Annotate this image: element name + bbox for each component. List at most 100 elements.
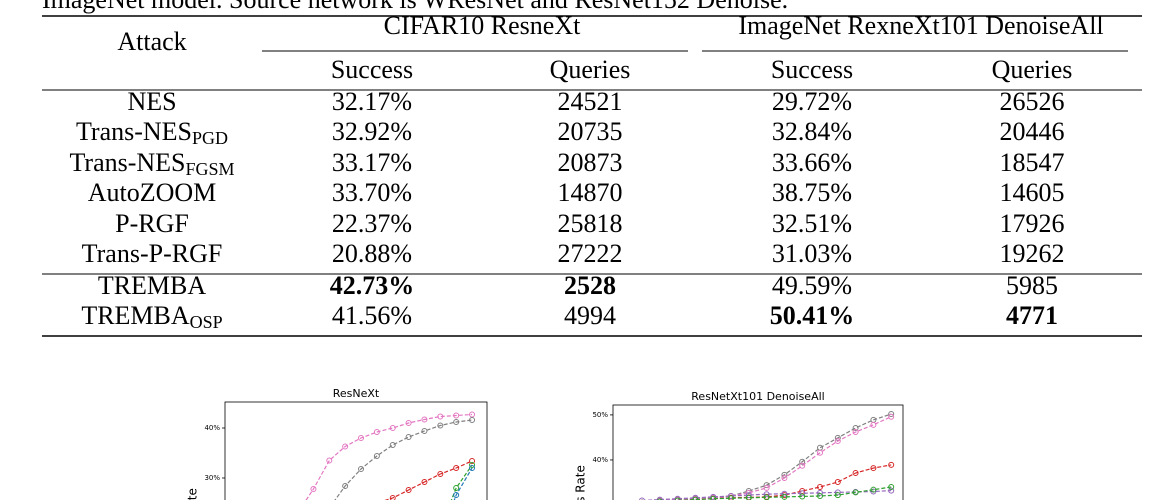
table-cell: 14605 xyxy=(1000,178,1065,207)
table-cell: 41.56% xyxy=(332,301,412,330)
series-marker xyxy=(870,486,877,493)
table-cell: 25818 xyxy=(558,209,623,238)
table-cell: 20.88% xyxy=(332,239,412,268)
attack-text: TREMBA xyxy=(98,271,207,300)
series-marker xyxy=(657,498,663,500)
table-cell: 14870 xyxy=(558,178,623,207)
series-marker xyxy=(710,493,717,500)
table-cell: 20873 xyxy=(558,148,623,177)
attack-subscript: PGD xyxy=(192,128,228,148)
series-marker xyxy=(389,442,396,448)
series-marker xyxy=(437,471,444,477)
series-marker xyxy=(373,453,380,459)
attack-text: Trans-NES xyxy=(76,117,192,146)
header-cell: Queries xyxy=(550,55,631,84)
series-marker xyxy=(310,486,317,492)
series-marker xyxy=(639,497,645,500)
series-line xyxy=(675,486,892,500)
series-marker xyxy=(421,428,428,434)
series-marker xyxy=(852,429,859,436)
attack-name: TREMBA xyxy=(98,271,207,300)
series-marker xyxy=(870,465,877,472)
series-line xyxy=(641,489,892,500)
series-marker xyxy=(888,413,895,420)
y-tick-label: 30% xyxy=(204,474,220,482)
series-marker xyxy=(745,492,752,499)
y-tick-label: 40% xyxy=(204,424,220,432)
attack-name: P-RGF xyxy=(115,209,189,238)
y-tick-label: 40% xyxy=(592,456,608,464)
attack-text: AutoZOOM xyxy=(88,178,217,207)
table-cell: 4771 xyxy=(1006,301,1058,330)
table-cell: 32.51% xyxy=(772,209,852,238)
attack-subscript: OSP xyxy=(190,312,223,332)
group-header: CIFAR10 ResneXt xyxy=(384,11,581,40)
table-cell: 33.17% xyxy=(332,148,412,177)
table-cell: 18547 xyxy=(1000,148,1065,177)
series-marker xyxy=(870,421,877,428)
table-cell: 24521 xyxy=(558,87,623,116)
series-marker xyxy=(834,489,841,496)
series-marker xyxy=(453,492,460,498)
series-marker xyxy=(834,479,841,486)
table-cell: 2528 xyxy=(564,271,616,300)
attack-name: Trans-P-RGF xyxy=(82,239,223,268)
series-marker xyxy=(781,474,788,481)
table-cell: 20446 xyxy=(1000,117,1065,146)
series-marker xyxy=(469,458,476,464)
series-marker xyxy=(799,490,806,497)
y-axis-label: Success Rate xyxy=(186,488,200,500)
caption: ImageNet model. Source network is WResNe… xyxy=(42,0,788,14)
series-marker xyxy=(358,466,365,472)
series-marker xyxy=(405,420,412,426)
series-marker xyxy=(799,458,806,465)
table-cell: 26526 xyxy=(1000,87,1065,116)
series-marker xyxy=(342,443,349,450)
series-marker xyxy=(389,495,396,500)
plot-area xyxy=(639,411,895,500)
series-marker xyxy=(710,495,717,500)
attack-name: Trans-NESPGD xyxy=(76,117,228,148)
table-cell: 33.66% xyxy=(772,148,852,177)
table-cell: 22.37% xyxy=(332,209,412,238)
attack-subscript: FGSM xyxy=(186,159,235,179)
series-marker xyxy=(437,413,444,420)
series-marker xyxy=(781,493,788,500)
series-marker xyxy=(763,482,770,489)
series-marker xyxy=(852,489,859,496)
table-cell: 4994 xyxy=(564,301,616,330)
series-marker xyxy=(469,462,476,468)
series-marker xyxy=(817,449,823,456)
table-cell: 49.59% xyxy=(772,271,852,300)
attack-name: NES xyxy=(127,87,176,116)
attack-name: TREMBAOSP xyxy=(81,301,222,332)
series-line xyxy=(675,464,892,500)
series-line xyxy=(305,413,473,500)
series-marker xyxy=(852,424,859,431)
table-cell: 31.03% xyxy=(772,239,852,268)
table-cell: 20735 xyxy=(558,117,623,146)
table-cell: 29.72% xyxy=(772,87,852,116)
series-marker xyxy=(469,417,476,423)
header-cell: Success xyxy=(331,55,413,84)
series-line xyxy=(334,419,473,500)
header-cell: Attack xyxy=(117,27,186,56)
series-marker xyxy=(373,429,380,435)
attack-text: NES xyxy=(127,87,176,116)
attack-text: Trans-P-RGF xyxy=(82,239,223,268)
table-cell: 32.84% xyxy=(772,117,852,146)
series-marker xyxy=(888,487,895,494)
series-marker xyxy=(888,483,895,490)
series-line xyxy=(453,467,473,500)
series-marker xyxy=(389,425,396,431)
axes-frame xyxy=(224,401,488,500)
attack-text: TREMBA xyxy=(81,301,190,330)
series-marker xyxy=(728,495,734,500)
plot-area xyxy=(305,411,476,500)
attack-name: AutoZOOM xyxy=(88,178,217,207)
chart-title: ResNeXt xyxy=(333,387,380,400)
series-marker xyxy=(692,494,699,500)
series-marker xyxy=(852,470,859,477)
table-cell: 32.92% xyxy=(332,117,412,146)
